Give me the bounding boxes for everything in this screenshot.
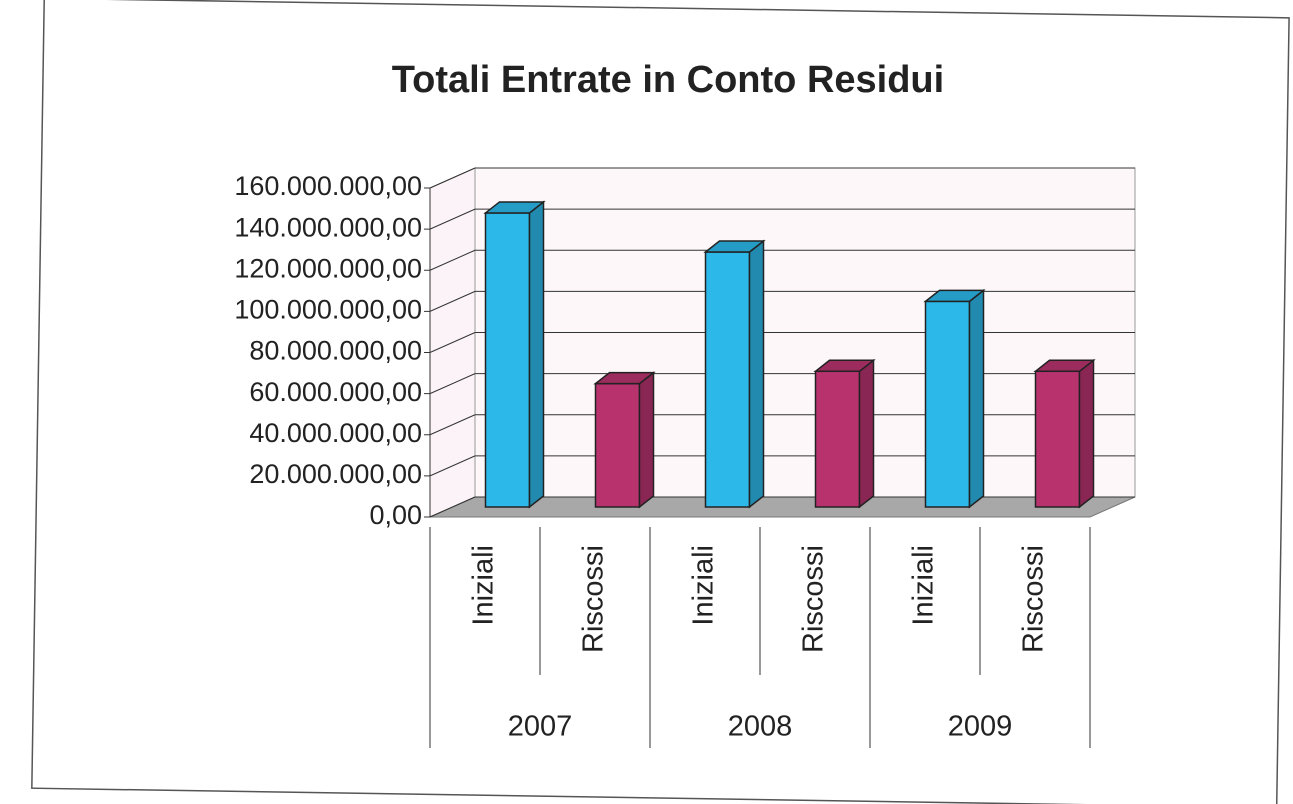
- x-tick-label: Iniziali: [468, 545, 500, 626]
- bar-top: [813, 359, 876, 373]
- grid-line: [429, 496, 476, 518]
- bar: [484, 212, 531, 508]
- bar-side: [858, 358, 875, 509]
- bar-side: [638, 371, 655, 509]
- x-tick-label: Iniziali: [688, 545, 720, 626]
- bar-top: [703, 240, 766, 253]
- chart-title: Totali Entrate in Conto Residui: [392, 59, 944, 101]
- grid-line: [429, 332, 476, 353]
- bar-side: [528, 200, 545, 509]
- group-label: 2009: [948, 711, 1013, 743]
- y-tick-label: 80.000.000,00: [249, 336, 422, 366]
- grid-line: [429, 208, 476, 230]
- bar: [594, 382, 641, 508]
- y-tick-label: 60.000.000,00: [249, 377, 422, 407]
- group-label: 2008: [728, 711, 793, 743]
- bar: [704, 251, 751, 508]
- grid-line: [429, 455, 476, 477]
- y-tick-label: 40.000.000,00: [249, 418, 422, 448]
- grid-line: [429, 373, 476, 395]
- bar: [814, 370, 861, 508]
- grid-line: [429, 414, 476, 436]
- grid-line: [429, 167, 476, 189]
- group-label: 2007: [508, 711, 573, 743]
- x-tick-label: Riscossi: [578, 545, 610, 653]
- grid-line: [429, 290, 476, 312]
- y-tick-label: 0,00: [369, 500, 422, 530]
- y-tick-label: 20.000.000,00: [249, 459, 422, 489]
- bar-side: [968, 288, 985, 509]
- y-tick-label: 140.000.000,00: [234, 212, 422, 242]
- bar-top: [923, 289, 986, 303]
- grid-line: [429, 249, 476, 271]
- y-tick-label: 160.000.000,00: [234, 171, 422, 201]
- bar-top: [593, 371, 656, 385]
- bar-top: [1033, 359, 1096, 373]
- x-tick-label: Riscossi: [798, 545, 830, 653]
- x-tick-label: Riscossi: [1018, 545, 1050, 653]
- y-tick-label: 100.000.000,00: [234, 295, 422, 325]
- bar-side: [748, 239, 765, 509]
- bar: [924, 300, 971, 508]
- x-tick-label: Iniziali: [908, 545, 940, 626]
- y-tick-label: 120.000.000,00: [234, 253, 422, 283]
- bar-side: [1078, 358, 1095, 509]
- bar: [1034, 370, 1081, 508]
- bar-top: [483, 201, 546, 214]
